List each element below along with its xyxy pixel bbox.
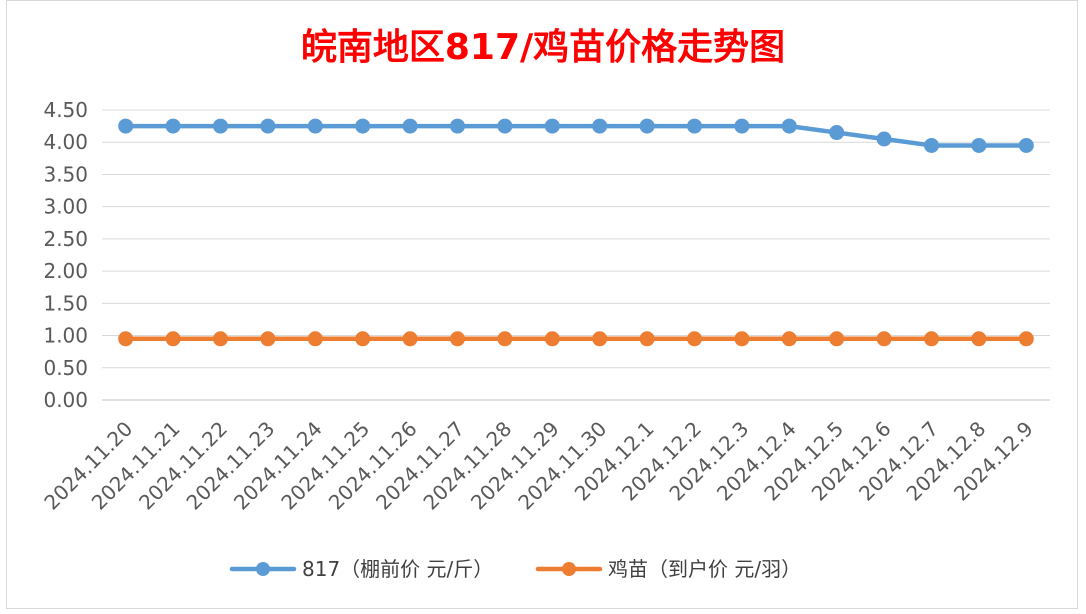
- data-point: [592, 118, 608, 134]
- y-tick-label: 0.00: [43, 388, 88, 412]
- data-point: [355, 118, 371, 134]
- data-point: [829, 125, 845, 141]
- data-point: [497, 118, 513, 134]
- data-point: [1018, 137, 1034, 153]
- data-point: [971, 331, 987, 347]
- data-point: [165, 331, 181, 347]
- y-tick-label: 1.00: [43, 324, 88, 348]
- data-point: [450, 118, 465, 134]
- data-point: [639, 118, 655, 134]
- y-tick-label: 4.50: [43, 98, 88, 122]
- data-point: [355, 331, 371, 347]
- data-point: [213, 331, 228, 347]
- data-point: [781, 331, 797, 347]
- data-point: [734, 118, 750, 134]
- chart-frame: [6, 0, 1078, 609]
- data-point: [402, 331, 418, 347]
- y-tick-label: 4.00: [43, 130, 88, 154]
- data-point: [639, 331, 655, 347]
- y-tick-label: 1.50: [43, 291, 88, 315]
- data-point: [307, 331, 323, 347]
- data-point: [876, 131, 892, 147]
- y-tick-label: 2.00: [43, 259, 88, 283]
- data-point: [307, 118, 323, 134]
- y-tick-label: 3.00: [43, 195, 88, 219]
- legend-marker: [562, 562, 576, 576]
- data-point: [118, 118, 134, 134]
- data-point: [544, 331, 560, 347]
- data-point: [450, 331, 465, 347]
- data-point: [213, 118, 228, 134]
- data-point: [544, 118, 560, 134]
- series-line: [123, 123, 1029, 148]
- y-tick-label: 0.50: [43, 356, 88, 380]
- data-point: [829, 331, 845, 347]
- data-point: [118, 331, 134, 347]
- legend-label: 鸡苗（到户价 元/羽）: [608, 557, 801, 581]
- data-point: [497, 331, 513, 347]
- data-point: [734, 331, 750, 347]
- data-point: [781, 118, 797, 134]
- data-point: [687, 331, 702, 347]
- y-tick-label: 3.50: [43, 162, 88, 186]
- data-point: [402, 118, 418, 134]
- data-point: [260, 331, 276, 347]
- data-point: [687, 118, 702, 134]
- data-point: [1018, 331, 1034, 347]
- data-point: [165, 118, 181, 134]
- data-point: [924, 331, 939, 347]
- legend-label: 817（棚前价 元/斤）: [302, 557, 493, 581]
- legend-marker: [256, 562, 270, 576]
- data-point: [260, 118, 276, 134]
- y-tick-label: 2.50: [43, 227, 88, 251]
- data-point: [971, 137, 987, 153]
- data-point: [876, 331, 892, 347]
- data-point: [924, 137, 939, 153]
- data-point: [592, 331, 608, 347]
- chart-title: 皖南地区817/鸡苗价格走势图: [300, 27, 786, 68]
